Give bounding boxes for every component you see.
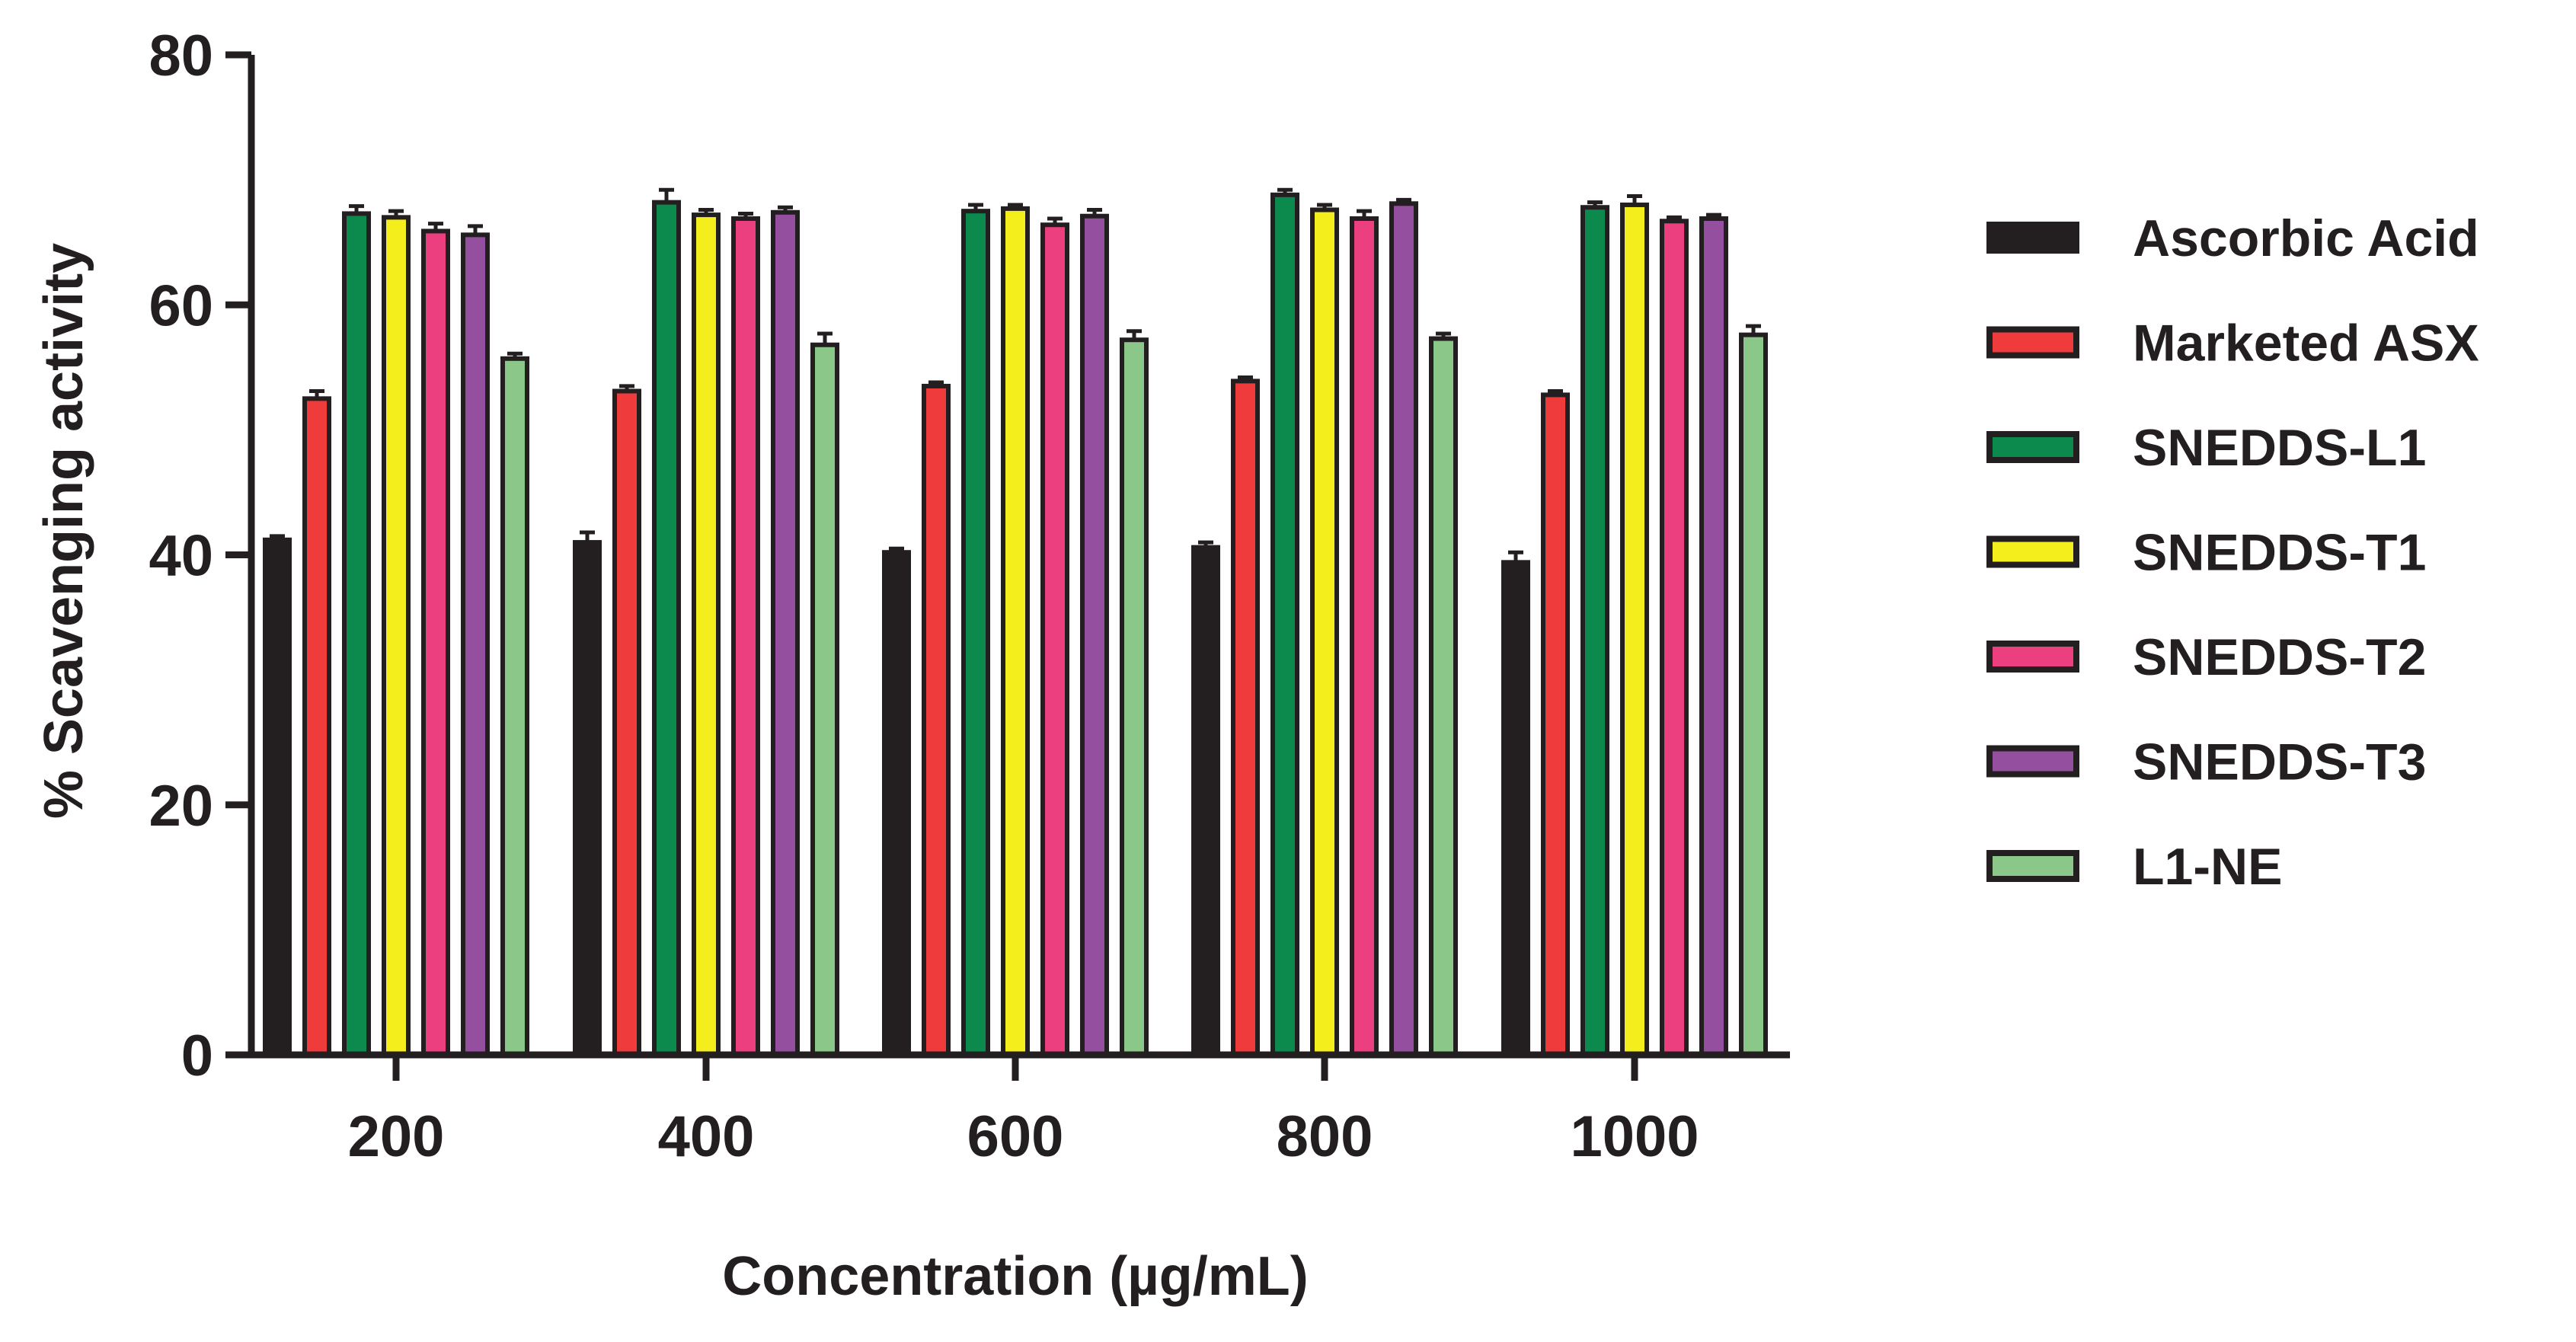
bar xyxy=(1191,545,1220,1057)
legend-label: Ascorbic Acid xyxy=(2133,209,2479,267)
series-4 xyxy=(382,193,1649,1058)
legend-item: L1-NE xyxy=(1986,838,2282,896)
bar xyxy=(1580,205,1609,1057)
bar xyxy=(922,383,951,1057)
bar xyxy=(1231,379,1260,1057)
series-2 xyxy=(302,375,1570,1057)
bar xyxy=(771,209,800,1057)
legend-label: SNEDDS-L1 xyxy=(2133,419,2426,477)
legend-swatch xyxy=(1986,535,2079,568)
bar xyxy=(1080,213,1109,1058)
bar xyxy=(1120,337,1149,1057)
bar xyxy=(302,396,331,1057)
bar xyxy=(1310,207,1339,1057)
bar xyxy=(461,232,490,1058)
y-tick-label: 60 xyxy=(149,273,213,338)
legend-label: L1-NE xyxy=(2133,838,2282,896)
bar xyxy=(692,212,721,1058)
legend-swatch xyxy=(1986,745,2079,778)
bar xyxy=(1001,206,1030,1057)
legend: Ascorbic Acid Marketed ASX SNEDDS-L1 SNEDDS… xyxy=(1986,209,2479,896)
bar xyxy=(1429,336,1458,1058)
legend-swatch xyxy=(1986,850,2079,882)
bar xyxy=(382,215,411,1057)
bar xyxy=(1699,216,1728,1057)
bar xyxy=(810,342,839,1057)
legend-swatch xyxy=(1986,326,2079,359)
bar xyxy=(573,540,602,1057)
x-tick-label: 800 xyxy=(1277,1104,1373,1169)
legend-label: SNEDDS-T2 xyxy=(2133,628,2426,686)
legend-item: SNEDDS-L1 xyxy=(1986,419,2426,477)
x-tick-label: 1000 xyxy=(1570,1104,1699,1169)
bar xyxy=(961,209,990,1057)
bar xyxy=(1541,392,1570,1057)
bar xyxy=(1620,202,1649,1058)
bar xyxy=(1350,216,1379,1057)
bar xyxy=(1389,201,1418,1058)
legend-item: SNEDDS-T1 xyxy=(1986,524,2426,582)
y-tick-label: 20 xyxy=(149,774,213,839)
y-axis-title: % Scavenging activity xyxy=(34,243,94,819)
x-tick-label: 400 xyxy=(658,1104,755,1169)
legend-item: Marketed ASX xyxy=(1986,315,2479,372)
series-1 xyxy=(263,530,1530,1057)
bar xyxy=(1739,332,1768,1057)
bar xyxy=(1270,192,1299,1058)
series-6 xyxy=(461,197,1728,1058)
y-tick-label: 80 xyxy=(149,24,213,88)
legend-item: Ascorbic Acid xyxy=(1986,209,2479,267)
bar xyxy=(342,211,371,1058)
y-tick-label: 40 xyxy=(149,524,213,589)
bar xyxy=(882,550,911,1057)
bar xyxy=(1501,560,1530,1057)
x-tick-label: 200 xyxy=(348,1104,445,1169)
bar xyxy=(612,388,641,1057)
legend-item: SNEDDS-T2 xyxy=(1986,628,2426,686)
bar xyxy=(263,537,292,1057)
bar xyxy=(421,228,450,1057)
y-tick-label: 0 xyxy=(181,1024,213,1088)
bars-layer xyxy=(263,187,1768,1058)
x-axis-title: Concentration (µg/mL) xyxy=(722,1246,1308,1307)
series-3 xyxy=(342,187,1609,1058)
legend-swatch xyxy=(1986,641,2079,673)
legend-swatch xyxy=(1986,431,2079,463)
legend-label: SNEDDS-T1 xyxy=(2133,524,2426,582)
bar xyxy=(731,216,760,1057)
ticks-layer: 0 20 40 60 80 200 400 600 800 1000 xyxy=(149,24,1699,1169)
bar xyxy=(1660,219,1689,1057)
legend-item: SNEDDS-T3 xyxy=(1986,733,2426,791)
bar xyxy=(652,200,681,1058)
legend-swatch xyxy=(1986,222,2079,254)
bar xyxy=(1040,222,1069,1058)
legend-label: SNEDDS-T3 xyxy=(2133,733,2426,791)
legend-label: Marketed ASX xyxy=(2133,315,2479,372)
x-tick-label: 600 xyxy=(967,1104,1064,1169)
bar xyxy=(500,356,529,1058)
